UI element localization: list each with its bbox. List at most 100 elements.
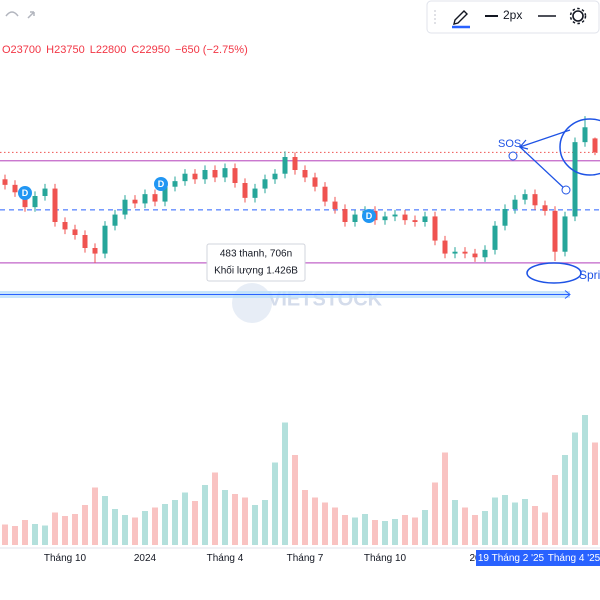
candle-body (532, 194, 538, 206)
range-label-box (476, 550, 546, 566)
volume-bar (122, 515, 128, 545)
header-value: C22950 (131, 44, 170, 56)
candle-body (302, 170, 308, 178)
ohlc-header: O23700 H23750 L22800 C22950 −650 (−2.75%) (2, 44, 248, 56)
redo-button[interactable] (27, 11, 35, 19)
tooltip: 483 thanh, 706n Khối lượng 1.426B (206, 243, 306, 282)
settings-icon[interactable] (572, 10, 584, 22)
x-tick-label: Tháng 7 (287, 553, 324, 564)
volume-bar (72, 514, 78, 545)
candle-body (512, 199, 518, 209)
candle-body (492, 225, 498, 250)
header-value: O23700 (2, 44, 41, 56)
volume-bar (142, 511, 148, 545)
undo-button[interactable] (5, 11, 19, 17)
volume-bar (342, 515, 348, 545)
volume-bar (52, 512, 58, 545)
candle-body (582, 127, 588, 143)
line-width-label[interactable]: 2px (503, 8, 522, 22)
volume-bar (442, 452, 448, 545)
volume-bar (422, 510, 428, 545)
candle-body (502, 209, 508, 226)
pen-icon[interactable] (453, 10, 468, 25)
candle-body (112, 214, 118, 226)
candle-body (382, 216, 388, 221)
candle-body (352, 214, 358, 222)
tooltip-text: Khối lượng 1.426B (214, 265, 298, 277)
candle-body (92, 248, 98, 254)
volume-bar (152, 507, 158, 545)
dividend-marker[interactable]: D (18, 186, 32, 200)
candle-body (462, 251, 468, 254)
candle-body (242, 183, 248, 198)
candle-body (292, 157, 298, 170)
volume-bar (212, 472, 218, 545)
tooltip-box (206, 243, 306, 282)
volume-bar (172, 500, 178, 545)
sos-arrowhead (518, 139, 529, 150)
volume-bar (292, 455, 298, 545)
volume-bar (362, 514, 368, 545)
candle-body (72, 229, 78, 235)
volume-bar (322, 502, 328, 545)
candle-body (402, 214, 408, 221)
dividend-marker[interactable]: D (362, 209, 376, 223)
candle-body (172, 181, 178, 187)
x-tick-label: Tháng 4 (207, 553, 244, 564)
x-tick-label: Tháng 10 (44, 553, 87, 564)
candle-body (432, 216, 438, 241)
volume-bar (162, 504, 168, 545)
header-value: L22800 (90, 44, 127, 56)
volume-bar (132, 517, 138, 545)
volume-bar (182, 492, 188, 545)
header-value: −650 (−2.75%) (175, 44, 248, 56)
candle-body (342, 209, 348, 222)
settings-teeth (569, 7, 587, 25)
volume-bar (42, 525, 48, 545)
spring-ellipse (526, 262, 582, 284)
drawing-toolbar: 2px (426, 0, 600, 34)
candle-body (322, 186, 328, 202)
candle-body (222, 168, 228, 178)
volume-bar (572, 432, 578, 545)
volume-bar (282, 422, 288, 545)
volume-bar (582, 415, 588, 545)
candle-body (442, 240, 448, 254)
volume-bar (112, 509, 118, 545)
volume-bar (412, 517, 418, 545)
marker-label: D (158, 179, 165, 189)
volume-bar (62, 516, 68, 545)
volume-bar (352, 517, 358, 545)
volume-bar (522, 499, 528, 545)
x-tick-label: 2024 (134, 553, 157, 564)
candle-body (592, 138, 598, 153)
candle-body (412, 220, 418, 222)
volume-bar (562, 455, 568, 545)
candle-body (452, 251, 458, 254)
sos-arrow (519, 146, 567, 191)
candle-body (312, 177, 318, 187)
volume-bar (92, 487, 98, 545)
range-arrow (564, 290, 571, 299)
candle-body (252, 188, 258, 198)
volume-bar (32, 524, 38, 545)
volume-bar (192, 501, 198, 545)
volume-bar (102, 496, 108, 545)
volume-bar (82, 505, 88, 545)
volume-bar (232, 494, 238, 545)
volume-bar (312, 497, 318, 545)
watermark-logo (232, 283, 272, 323)
candle-body (202, 170, 208, 180)
tooltip-text: 483 thanh, 706n (220, 249, 292, 260)
volume-bar (302, 490, 308, 545)
volume-bar (382, 521, 388, 545)
volume-bar (472, 515, 478, 545)
volume-bar (392, 519, 398, 545)
dividend-marker[interactable]: D (154, 177, 168, 191)
sos-label: SOS (498, 138, 521, 150)
volume-bar (542, 512, 548, 545)
sos-arrow (519, 129, 571, 148)
volume-bar (2, 524, 8, 545)
